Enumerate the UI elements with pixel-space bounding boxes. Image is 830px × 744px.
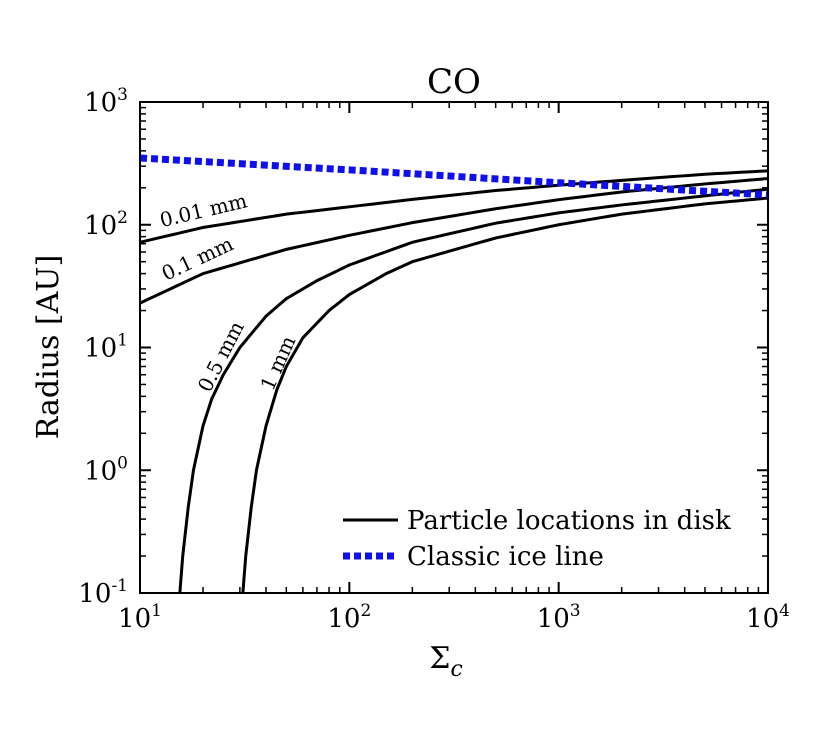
y-tick-label: 101 xyxy=(84,331,128,364)
curve-label: 0.5 mm xyxy=(193,317,249,396)
series-line-0-1-mm xyxy=(140,177,768,305)
legend-label-ice-line: Classic ice line xyxy=(407,542,604,572)
x-tick-label: 103 xyxy=(537,601,581,634)
series-group xyxy=(140,154,768,593)
y-tick-label: 103 xyxy=(84,85,128,118)
y-tick-label: 100 xyxy=(84,453,128,486)
y-axis-label: Radius [AU] xyxy=(31,255,66,440)
series-line-0-5-mm xyxy=(178,187,768,593)
legend-label-particle: Particle locations in disk xyxy=(407,506,731,536)
x-axis-label: Σc xyxy=(429,641,463,682)
series-line-0-01-mm xyxy=(140,169,768,244)
chart-title: CO xyxy=(427,62,481,102)
curve-label-layer: 0.01 mm0.1 mm0.5 mm 1 mm xyxy=(157,188,300,395)
legend: Particle locations in disk Classic ice l… xyxy=(343,506,731,572)
x-tick-label: 104 xyxy=(746,601,790,634)
y-tick-label: 102 xyxy=(84,208,128,241)
y-tick-label: 10-1 xyxy=(78,576,128,609)
tick-layer: 101 102 103 104 10-1 100 101 102 103 xyxy=(78,85,790,634)
series-layer xyxy=(140,154,768,593)
series-line-classic-ice-line xyxy=(140,154,768,199)
x-tick-label: 101 xyxy=(118,601,162,634)
x-axis-label-sub: c xyxy=(450,657,462,682)
series-line-1-mm xyxy=(241,196,768,593)
x-tick-label: 102 xyxy=(327,601,371,634)
x-axis-label-main: Σ xyxy=(429,641,450,676)
curve-label: 1 mm xyxy=(255,332,300,394)
curve-label: 0.01 mm xyxy=(157,188,249,232)
